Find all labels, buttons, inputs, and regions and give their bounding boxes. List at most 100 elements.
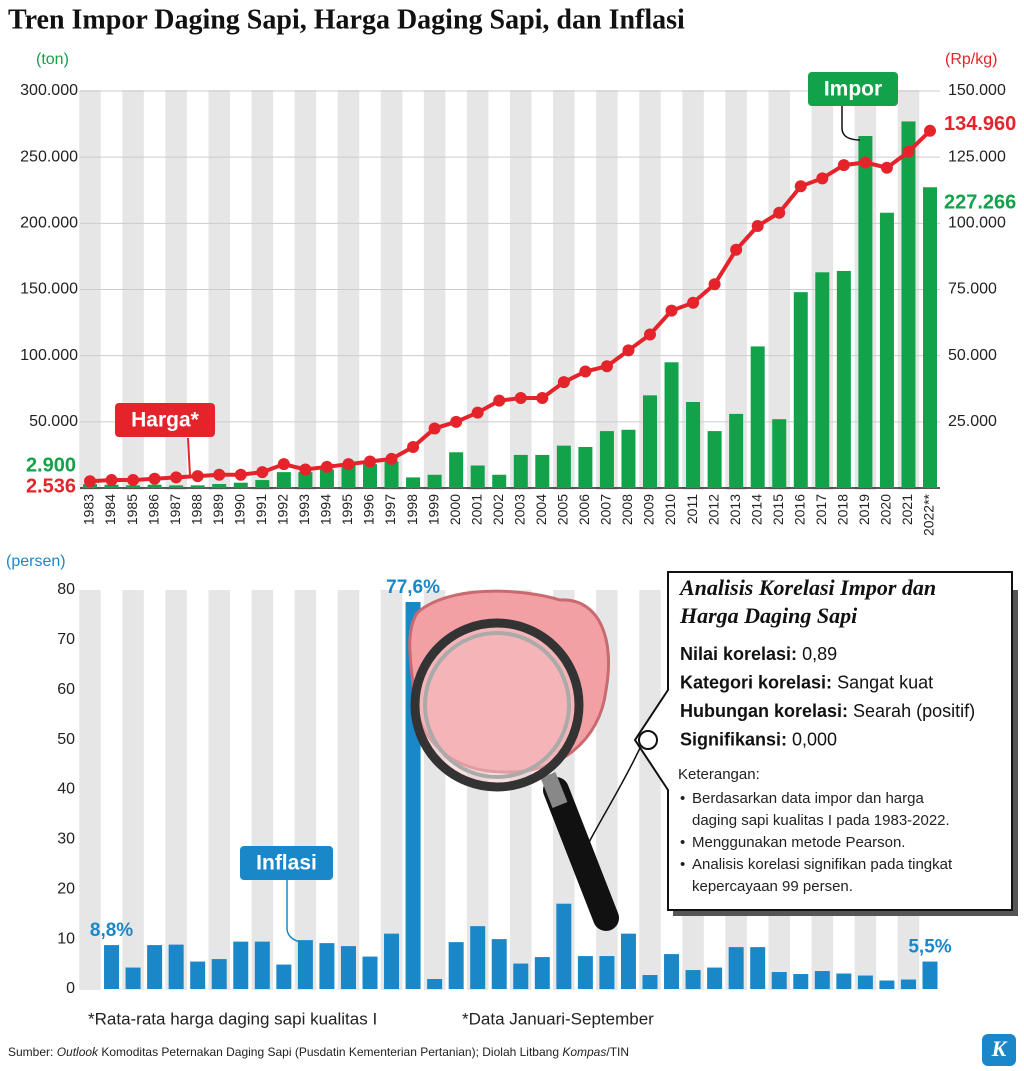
bar — [211, 959, 227, 989]
x-tick-label: 1999 — [425, 494, 441, 525]
box-item: Hubungan korelasi: Searah (positif) — [680, 701, 975, 721]
y-tick-label: 200.000 — [20, 215, 78, 232]
bar — [577, 956, 593, 989]
box-item: Signifikansi: 0,000 — [680, 729, 837, 749]
point — [277, 458, 290, 471]
y-tick-label: 40 — [57, 781, 75, 798]
point — [837, 159, 850, 172]
x-tick-label: 2013 — [727, 494, 743, 525]
point — [213, 468, 226, 481]
x-tick-label: 2008 — [619, 494, 635, 525]
bullet: • — [680, 834, 685, 851]
bar — [793, 292, 808, 488]
magnifier-lens — [410, 618, 584, 792]
bar — [707, 431, 722, 488]
x-tick-label: 1984 — [102, 494, 118, 525]
y2-tick-label: 75.000 — [948, 281, 997, 298]
point — [514, 392, 527, 405]
bar — [491, 939, 507, 989]
bar — [900, 979, 916, 989]
point — [708, 278, 721, 291]
x-tick-label: 2022** — [921, 493, 937, 536]
box-item: Nilai korelasi: 0,89 — [680, 644, 837, 664]
bar — [470, 926, 486, 989]
bar — [125, 967, 141, 989]
bar — [448, 942, 464, 989]
point — [471, 406, 484, 419]
point — [450, 415, 463, 428]
y-tick-label: 20 — [57, 880, 75, 897]
x-tick-label: 1992 — [275, 494, 291, 525]
bar — [642, 975, 658, 989]
box-item-value: 0,000 — [792, 729, 837, 749]
x-tick-label: 2020 — [878, 494, 894, 525]
point — [579, 365, 592, 378]
y-tick-label: 30 — [57, 831, 75, 848]
box-item-value: Sangat kuat — [837, 672, 933, 692]
bar — [620, 933, 636, 989]
bar — [449, 452, 464, 488]
point — [880, 161, 893, 174]
x-tick-label: 1991 — [253, 494, 269, 525]
y-tick-label: 0 — [66, 980, 75, 997]
bar — [190, 961, 206, 989]
x-tick-label: 2014 — [748, 494, 764, 525]
x-tick-label: 1994 — [318, 494, 334, 525]
y2-tick-label: 150.000 — [948, 82, 1006, 99]
bar — [621, 429, 636, 488]
bar — [341, 464, 356, 488]
bullet: • — [680, 790, 685, 807]
y-tick-label: 80 — [57, 581, 75, 598]
bar — [427, 979, 443, 989]
note-line: daging sapi kualitas I pada 1983-2022. — [692, 812, 950, 829]
magnifier-neck — [540, 772, 568, 808]
bar — [147, 945, 163, 989]
line — [89, 129, 932, 484]
value-label: 5,5% — [908, 937, 951, 958]
bar — [686, 401, 701, 488]
y2-tick-label: 100.000 — [948, 215, 1006, 232]
bar — [169, 485, 184, 488]
x-tick-label: 2007 — [598, 494, 614, 525]
stripe — [122, 590, 144, 990]
footnote: *Data Januari-September — [462, 1009, 654, 1028]
bar — [255, 480, 270, 488]
x-tick-label: 1983 — [81, 494, 97, 525]
bar — [535, 454, 550, 488]
box-item-key: Kategori korelasi: — [680, 672, 832, 692]
point — [730, 243, 743, 256]
bar — [104, 945, 120, 989]
bar — [771, 972, 787, 989]
info-box — [633, 571, 1013, 911]
bar — [879, 212, 894, 488]
point — [234, 468, 247, 481]
source-part: Komoditas Peternakan Daging Sapi (Pusdat… — [98, 1045, 562, 1059]
series-name: Inflasi — [256, 852, 317, 875]
bar — [858, 135, 873, 488]
y-tick-label: 250.000 — [20, 148, 78, 165]
bar — [384, 933, 400, 989]
box-item: Kategori korelasi: Sangat kuat — [680, 672, 933, 692]
source-part: Kompas — [562, 1045, 606, 1059]
x-tick-label: 2018 — [835, 494, 851, 525]
x-tick-label: 2010 — [662, 494, 678, 525]
callout-line — [841, 106, 861, 141]
tag-hole — [638, 730, 658, 750]
bar — [923, 187, 937, 488]
point — [299, 463, 312, 476]
x-tick-label: 2009 — [641, 494, 657, 525]
series-name: Impor — [824, 78, 882, 101]
series-name: Harga* — [131, 409, 200, 432]
value-label: 77,6% — [386, 577, 440, 598]
tag-string — [584, 747, 641, 851]
box-item-value: 0,89 — [802, 644, 837, 664]
box-item-key: Signifikansi: — [680, 729, 787, 749]
bar — [233, 482, 248, 488]
point — [84, 475, 96, 488]
point — [148, 472, 161, 485]
point — [364, 455, 376, 468]
x-tick-label: 2011 — [684, 494, 700, 524]
x-tick-label: 2021 — [899, 494, 915, 525]
bar — [492, 474, 507, 488]
